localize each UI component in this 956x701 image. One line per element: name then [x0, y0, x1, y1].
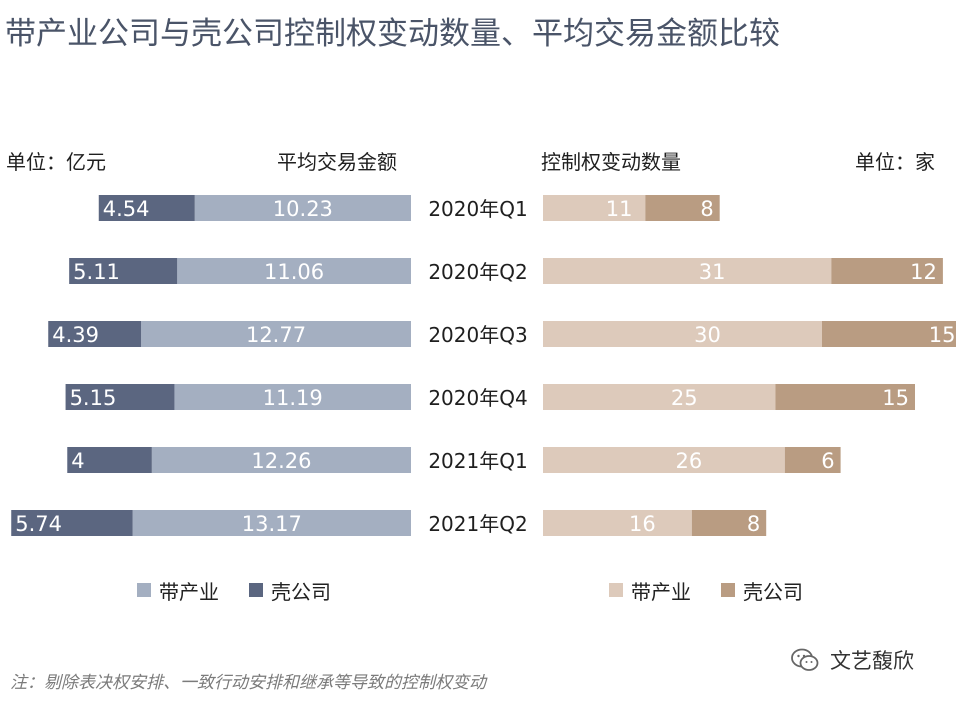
right-bar-industry — [543, 258, 832, 284]
legend-label-left-industry: 带产业 — [159, 579, 219, 604]
right-bar-shell — [645, 195, 720, 221]
right-bar-shell — [831, 258, 943, 284]
right-label-shell: 8 — [700, 197, 713, 221]
left-bar-shell — [48, 321, 142, 347]
chart-title: 带产业公司与壳公司控制权变动数量、平均交易金额比较 — [5, 16, 780, 52]
brand-watermark: 文艺馥欣 — [790, 645, 914, 675]
wechat-icon — [791, 648, 819, 671]
legend-item-right-shell: 壳公司 — [721, 576, 803, 605]
right-label-industry: 30 — [694, 323, 721, 347]
category-label: 2021年Q1 — [428, 449, 527, 473]
legend-item-left-industry: 带产业 — [137, 576, 219, 605]
right-bar-industry — [543, 321, 822, 347]
footnote: 注：剔除表决权安排、一致行动安排和继承等导致的控制权变动 — [10, 673, 486, 693]
left-bar-industry — [151, 447, 411, 473]
right-label-shell: 6 — [821, 449, 834, 473]
left-bar-shell — [11, 510, 133, 536]
legend-label-right-shell: 壳公司 — [743, 579, 803, 604]
right-bar-industry — [543, 447, 785, 473]
left-label-industry: 12.26 — [251, 449, 311, 473]
right-label-shell: 15 — [882, 386, 909, 410]
right-bar-industry — [543, 384, 776, 410]
legend-swatch-left-shell — [249, 583, 263, 597]
left-bar-industry — [177, 258, 411, 284]
category-label: 2020年Q4 — [428, 386, 527, 410]
left-unit-label: 单位：亿元 — [6, 150, 106, 174]
left-bar-shell — [65, 384, 175, 410]
right-label-shell: 8 — [747, 512, 760, 536]
left-label-shell: 5.15 — [70, 386, 117, 410]
legend-swatch-right-shell — [721, 583, 735, 597]
left-bar-shell — [98, 195, 195, 221]
legend-label-right-industry: 带产业 — [631, 579, 691, 604]
right-bar-shell — [691, 510, 767, 536]
legend-swatch-right-industry — [609, 583, 623, 597]
legend-left: 带产业 壳公司 — [137, 576, 361, 604]
left-label-shell: 5.11 — [73, 260, 120, 284]
right-label-industry: 26 — [676, 449, 703, 473]
legend-swatch-left-industry — [137, 583, 151, 597]
category-label: 2021年Q2 — [428, 512, 527, 536]
left-label-industry: 11.06 — [264, 260, 324, 284]
left-label-shell: 4.54 — [103, 197, 150, 221]
right-bar-shell — [822, 321, 956, 347]
left-label-industry: 13.17 — [242, 512, 302, 536]
right-bar-shell — [775, 384, 915, 410]
left-label-industry: 10.23 — [273, 197, 333, 221]
category-label: 2020年Q3 — [428, 323, 527, 347]
left-bar-industry — [141, 321, 411, 347]
left-label-shell: 4 — [71, 449, 84, 473]
category-label: 2020年Q2 — [428, 260, 527, 284]
right-label-industry: 11 — [606, 197, 633, 221]
right-label-industry: 25 — [671, 386, 698, 410]
right-panel-header: 控制权变动数量 — [541, 150, 681, 174]
left-panel-header: 平均交易金额 — [277, 150, 397, 174]
right-bar-industry — [543, 195, 646, 221]
left-label-industry: 12.77 — [246, 323, 306, 347]
right-label-shell: 12 — [910, 260, 937, 284]
legend-right: 带产业 壳公司 — [609, 576, 833, 604]
right-label-industry: 16 — [629, 512, 656, 536]
left-bar-shell — [67, 447, 152, 473]
left-label-industry: 11.19 — [263, 386, 323, 410]
legend-label-left-shell: 壳公司 — [271, 579, 331, 604]
left-bar-industry — [194, 195, 411, 221]
left-bar-industry — [132, 510, 412, 536]
left-bar-shell — [69, 258, 178, 284]
left-label-shell: 4.39 — [52, 323, 99, 347]
left-bar-industry — [174, 384, 411, 410]
right-label-shell: 15 — [929, 323, 956, 347]
left-label-shell: 5.74 — [15, 512, 62, 536]
right-label-industry: 31 — [699, 260, 726, 284]
category-label: 2020年Q1 — [428, 197, 527, 221]
right-bar-industry — [543, 510, 692, 536]
right-unit-label: 单位：家 — [855, 150, 935, 174]
brand-name: 文艺馥欣 — [830, 649, 914, 673]
legend-item-left-shell: 壳公司 — [249, 576, 331, 605]
right-bar-shell — [784, 447, 841, 473]
legend-item-right-industry: 带产业 — [609, 576, 691, 605]
